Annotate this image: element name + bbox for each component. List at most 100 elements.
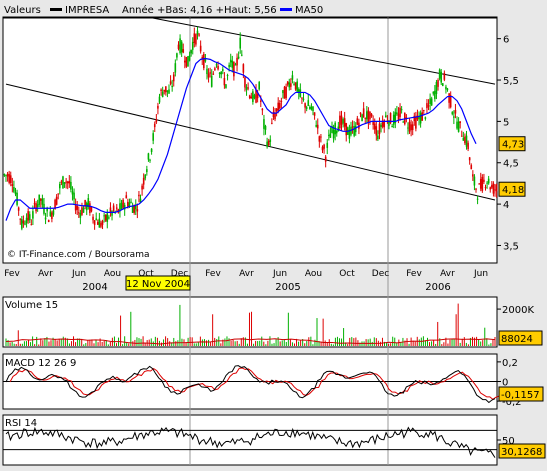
legend-ma-swatch <box>280 8 292 11</box>
volume-average-line <box>5 338 496 345</box>
year-label: 2005 <box>275 282 300 293</box>
price-candle <box>373 123 376 130</box>
price-candle <box>32 211 34 219</box>
price-candle <box>400 109 403 111</box>
price-candle <box>326 142 329 148</box>
volume-panel-bg <box>2 296 498 348</box>
price-candle <box>95 218 98 220</box>
price-candle <box>130 201 132 203</box>
price-candle <box>331 126 333 134</box>
price-candle <box>258 82 261 90</box>
cursor-date-box <box>125 275 191 291</box>
price-candle <box>33 203 36 205</box>
price-candle <box>147 153 150 160</box>
price-candle <box>339 115 341 129</box>
price-candle <box>432 91 435 94</box>
source-label: © IT-Finance.com / Boursorama <box>7 250 149 260</box>
price-candle <box>206 68 208 75</box>
price-candle <box>141 185 143 190</box>
price-candle <box>101 221 104 225</box>
price-candle <box>372 121 374 125</box>
price-candle <box>402 121 405 123</box>
price-candle <box>70 181 72 190</box>
price-candle <box>66 181 69 184</box>
price-candle <box>479 178 482 189</box>
price-candle <box>35 203 37 212</box>
price-candle <box>139 198 142 203</box>
price-candle <box>76 205 79 210</box>
price-candle <box>427 105 430 107</box>
price-candle <box>263 119 265 129</box>
price-candle <box>6 173 9 177</box>
price-candle <box>108 217 110 219</box>
price-candle <box>283 86 286 99</box>
macd-value-box <box>498 386 544 402</box>
price-candle <box>187 56 189 67</box>
price-candle <box>323 144 325 149</box>
price-candle <box>74 204 77 211</box>
price-candle <box>209 72 211 74</box>
price-candle <box>419 112 422 124</box>
legend-stock-name: IMPRESA <box>65 5 109 16</box>
price-candle <box>96 222 99 225</box>
price-candle <box>43 203 45 214</box>
price-candle <box>125 195 128 199</box>
price-candle <box>212 73 215 75</box>
price-candle <box>348 129 351 139</box>
price-candle <box>407 127 409 129</box>
price-candle <box>443 72 446 80</box>
month-label: Dec <box>372 269 389 279</box>
price-candle <box>388 121 390 126</box>
price-candle <box>223 78 226 86</box>
price-candle <box>19 218 22 220</box>
price-candle <box>8 174 10 183</box>
price-candle <box>457 121 460 132</box>
price-candle <box>190 50 192 54</box>
price-candle <box>71 191 74 195</box>
price-candle <box>475 188 477 190</box>
price-candle <box>332 129 335 139</box>
price-candle <box>253 95 256 99</box>
price-candle <box>27 211 29 221</box>
price-candle <box>391 126 393 128</box>
volume-value-box <box>498 330 543 346</box>
month-label: Aou <box>305 269 322 279</box>
price-candle <box>320 136 322 138</box>
price-candle <box>274 113 276 120</box>
price-candle <box>411 124 414 131</box>
price-candle <box>28 214 31 221</box>
price-candle <box>278 103 281 109</box>
price-candle <box>193 33 196 43</box>
legend-stock-swatch <box>50 8 62 11</box>
price-candle <box>448 93 450 103</box>
price-candle <box>329 133 332 138</box>
price-candle <box>63 182 66 184</box>
price-candle <box>87 198 90 207</box>
price-candle <box>465 135 468 147</box>
price-candle <box>389 112 392 124</box>
price-candle <box>65 181 67 183</box>
price-y-tick-label: 4,5 <box>503 159 519 170</box>
price-candle <box>60 181 63 183</box>
price-candle <box>182 49 185 53</box>
price-candle <box>472 174 474 177</box>
price-candle <box>366 111 368 120</box>
price-candle <box>201 56 204 59</box>
price-candle <box>22 220 25 224</box>
price-candle <box>21 219 23 229</box>
price-candle <box>375 126 378 136</box>
price-candle <box>199 45 202 52</box>
price-candle <box>79 212 82 218</box>
price-candle <box>217 65 219 70</box>
price-candle <box>459 121 461 124</box>
price-candle <box>240 54 243 56</box>
price-candle <box>127 201 129 207</box>
price-candle <box>364 117 367 119</box>
price-panel-bg <box>2 16 498 264</box>
price-candle <box>158 96 161 103</box>
price-candle <box>392 114 395 125</box>
price-candle <box>47 220 50 223</box>
price-candle <box>483 179 485 182</box>
